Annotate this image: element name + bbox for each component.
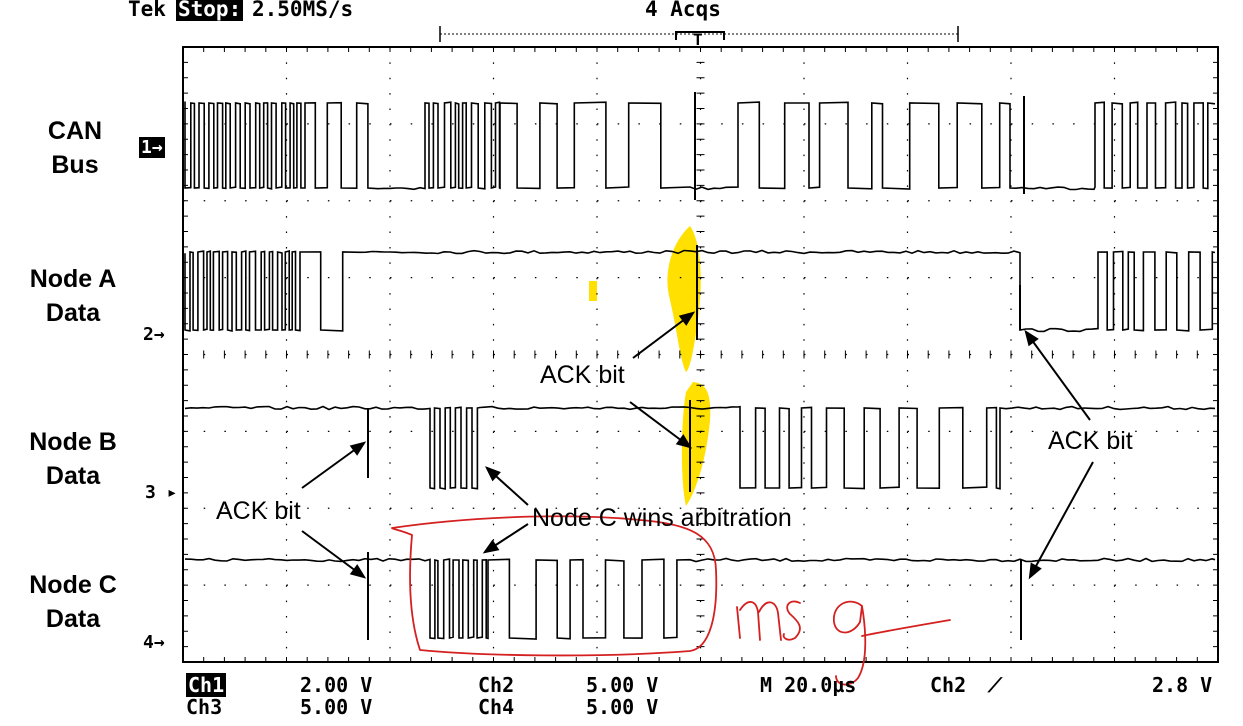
arrowhead <box>1028 562 1042 580</box>
ch1-label: Ch1 <box>186 673 227 697</box>
ch2-label: Ch2 <box>478 673 515 697</box>
ack-bit-label-left: ACK bit <box>216 497 301 525</box>
acquisition-state-badge: Stop: <box>176 0 244 21</box>
arrowhead <box>482 539 500 554</box>
ch1-ground-marker[interactable]: 1→ <box>139 137 165 158</box>
sample-rate: 2.50MS/s <box>252 0 354 21</box>
ch2-scale: 5.00 V <box>586 673 659 697</box>
trigger-source: Ch2 <box>930 673 967 697</box>
annotation-arrow <box>1029 461 1094 578</box>
scope-brand: Tek <box>128 0 166 21</box>
trace-can-bus <box>184 101 1216 191</box>
handwritten-msg <box>736 600 951 686</box>
waveform-traces <box>184 92 1216 640</box>
ch1-scale: 2.00 V <box>300 673 373 697</box>
acquisition-count: 4 Acqs <box>645 0 721 21</box>
trigger-position-bar: T <box>439 26 959 49</box>
ch2-ground-marker[interactable]: 2→ <box>143 324 165 345</box>
ch3-label: Ch3 <box>186 695 223 719</box>
label-node-a: Node A Data <box>29 265 117 327</box>
trace-node-a <box>184 249 1216 333</box>
ch4-label: Ch4 <box>478 695 515 719</box>
trace-node-c <box>184 557 1216 640</box>
arrowhead <box>1024 329 1039 347</box>
arrowhead <box>675 434 693 449</box>
label-node-b: Node B Data <box>29 428 117 490</box>
label-can-bus: CAN Bus <box>47 117 103 179</box>
arrowhead <box>678 311 696 326</box>
arrowhead <box>349 441 367 456</box>
ch3-ground-marker[interactable]: 3 ▸ <box>145 482 178 503</box>
handwritten-annotation <box>391 515 951 686</box>
ch4-ground-marker[interactable]: 4→ <box>143 632 165 653</box>
arbitration-label: Node C wins arbitration <box>532 504 792 532</box>
annotation-arrow <box>1025 331 1091 421</box>
annotation-arrows <box>301 311 1094 580</box>
arrowhead <box>349 564 367 579</box>
trigger-marker: T <box>693 30 703 49</box>
label-node-c: Node C Data <box>29 571 117 633</box>
trace-node-b <box>184 405 1216 490</box>
ack-bit-label-right: ACK bit <box>1048 427 1133 455</box>
timebase: M 20.0µs <box>760 673 857 697</box>
graticule <box>182 46 1219 663</box>
ack-bit-label-center: ACK bit <box>540 361 625 389</box>
trigger-slope-icon: ⟋ <box>988 673 1002 697</box>
ch4-scale: 5.00 V <box>586 695 659 719</box>
arrowhead <box>484 466 501 482</box>
yellow-highlight <box>589 226 711 506</box>
handwritten-box <box>391 515 718 657</box>
trigger-level: 2.8 V <box>1152 673 1213 697</box>
ch3-scale: 5.00 V <box>300 695 373 719</box>
